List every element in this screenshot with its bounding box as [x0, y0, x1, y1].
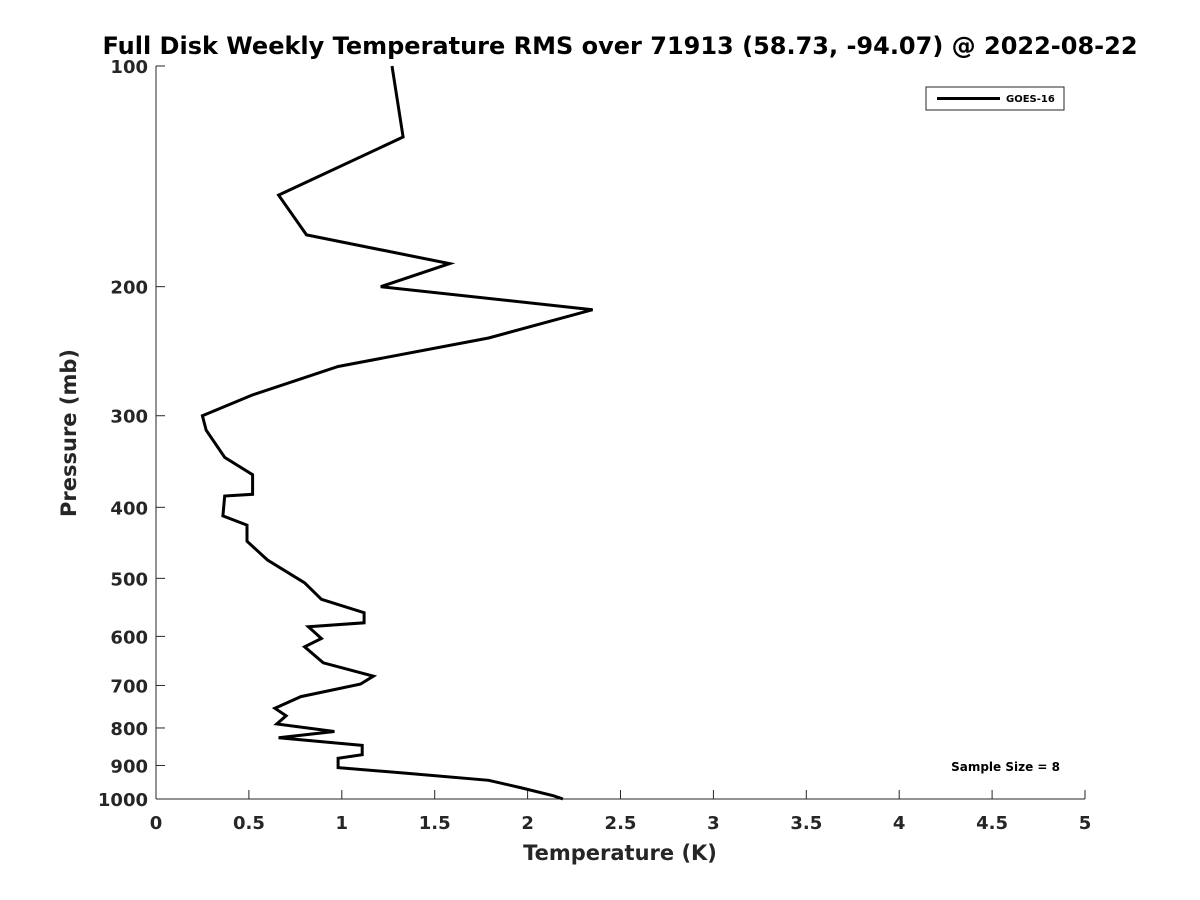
y-tick-label: 100 [110, 57, 148, 78]
x-tick-label: 4 [893, 813, 906, 834]
y-tick-label: 300 [110, 407, 148, 428]
sample-size-annotation: Sample Size = 8 [951, 760, 1060, 774]
x-tick-label: 4.5 [976, 813, 1008, 834]
y-tick-label: 200 [110, 278, 148, 299]
legend-label: GOES-16 [1006, 94, 1055, 105]
x-tick-label: 0.5 [233, 813, 265, 834]
y-tick-label: 800 [110, 719, 148, 740]
chart-title: Full Disk Weekly Temperature RMS over 71… [102, 32, 1137, 60]
y-tick-label: 700 [110, 676, 148, 697]
ticks-layer: 0 0.5 1 1.5 2 2.5 3 3.5 4 4.5 5 100 200 300 400 500 600 7… [98, 57, 1091, 834]
y-tick-label: 500 [110, 569, 148, 590]
y-tick-label: 400 [110, 498, 148, 519]
x-tick-label: 2 [521, 813, 534, 834]
x-tick-label: 3.5 [790, 813, 822, 834]
x-tick-label: 5 [1079, 813, 1092, 834]
y-tick-label: 600 [110, 627, 148, 648]
plot-area [156, 66, 1085, 799]
legend: GOES-16 [925, 86, 1065, 111]
x-tick-label: 2.5 [605, 813, 637, 834]
x-tick-label: 3 [707, 813, 720, 834]
x-tick-label: 1 [336, 813, 349, 834]
y-tick-label: 900 [110, 756, 148, 777]
x-tick-label: 0 [150, 813, 163, 834]
x-axis-label: Temperature (K) [523, 841, 717, 865]
series-line-goes-16 [200, 65, 593, 801]
x-tick-label: 1.5 [419, 813, 451, 834]
y-axis-label: Pressure (mb) [57, 349, 81, 517]
y-tick-label: 1000 [98, 790, 148, 811]
